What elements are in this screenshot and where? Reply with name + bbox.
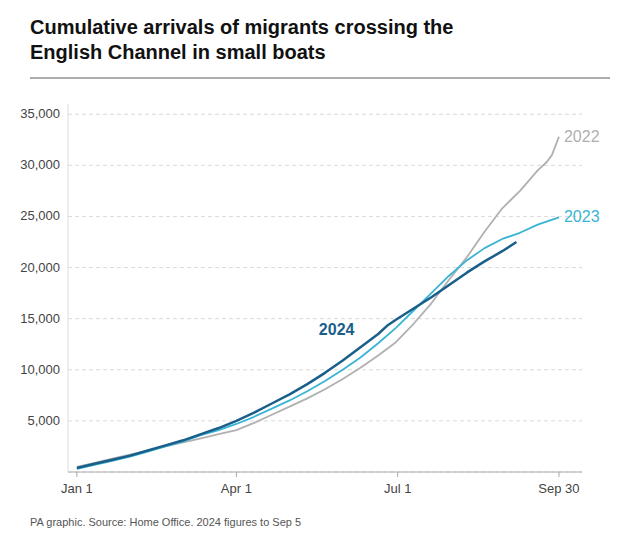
footnote: PA graphic. Source: Home Office. 2024 fi… xyxy=(30,516,301,528)
grid-line xyxy=(68,472,582,473)
chart: Cumulative arrivals of migrants crossing… xyxy=(0,0,640,534)
grid-line xyxy=(68,165,582,166)
y-tick-label: 5,000 xyxy=(27,413,60,428)
y-tick-label: 25,000 xyxy=(20,208,60,223)
title-rule xyxy=(30,78,610,79)
x-tick-label: Jul 1 xyxy=(384,481,411,496)
series-label: 2024 xyxy=(319,321,355,338)
y-tick-label: 35,000 xyxy=(20,106,60,121)
title-line: English Channel in small boats xyxy=(30,41,326,63)
y-tick-label: 15,000 xyxy=(20,311,60,326)
grid-line xyxy=(68,318,582,319)
y-tick-label: 20,000 xyxy=(20,260,60,275)
series-labels: 2022 2023 2024 xyxy=(319,128,600,339)
series-line xyxy=(77,242,517,468)
x-axis xyxy=(68,472,582,473)
y-tick-label: 10,000 xyxy=(20,362,60,377)
title-line: Cumulative arrivals of migrants crossing… xyxy=(30,16,453,38)
y-axis xyxy=(68,104,69,472)
grid-line xyxy=(68,267,582,268)
x-tick xyxy=(76,472,77,477)
plot-area xyxy=(77,137,559,469)
grid-line xyxy=(68,216,582,217)
grid-line xyxy=(68,114,582,115)
grid-line xyxy=(68,420,582,421)
x-tick xyxy=(558,472,559,477)
y-grid xyxy=(68,114,582,472)
title: Cumulative arrivals of migrants crossing… xyxy=(30,16,453,63)
x-tick xyxy=(397,472,398,477)
x-tick xyxy=(236,472,237,477)
x-tick-label: Sep 30 xyxy=(538,481,579,496)
grid-line xyxy=(68,369,582,370)
x-tick-label: Apr 1 xyxy=(221,481,252,496)
series-line xyxy=(77,137,559,467)
series-line xyxy=(77,217,559,468)
background xyxy=(0,0,640,534)
series-label: 2023 xyxy=(564,208,600,225)
series-label: 2022 xyxy=(564,128,600,145)
y-tick-label: 30,000 xyxy=(20,157,60,172)
x-tick-label: Jan 1 xyxy=(61,481,93,496)
